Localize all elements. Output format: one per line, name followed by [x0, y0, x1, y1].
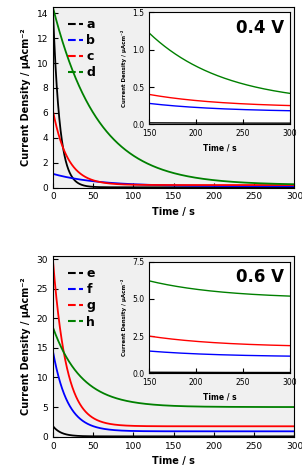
X-axis label: Time / s: Time / s [152, 456, 195, 466]
Y-axis label: Current Density / μAcm⁻²: Current Density / μAcm⁻² [21, 28, 31, 166]
Legend: a, b, c, d: a, b, c, d [66, 17, 96, 81]
X-axis label: Time / s: Time / s [152, 207, 195, 217]
Legend: e, f, g, h: e, f, g, h [66, 266, 96, 330]
Y-axis label: Current Density / μAcm⁻²: Current Density / μAcm⁻² [21, 277, 31, 415]
